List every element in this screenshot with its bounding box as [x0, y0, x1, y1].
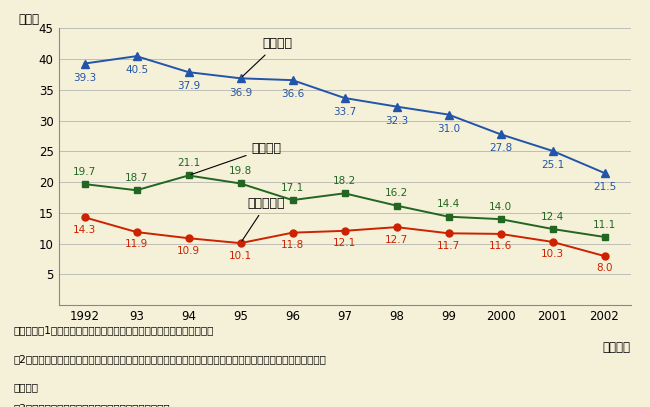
Text: 18.7: 18.7 [125, 173, 148, 183]
Text: 11.1: 11.1 [593, 220, 616, 230]
Text: 40.5: 40.5 [125, 66, 148, 75]
Text: 25.1: 25.1 [541, 160, 564, 170]
Text: 14.3: 14.3 [73, 225, 96, 235]
Text: 11.8: 11.8 [281, 240, 304, 250]
Text: 14.4: 14.4 [437, 199, 460, 209]
Text: 12.7: 12.7 [385, 234, 408, 245]
Text: 12.4: 12.4 [541, 212, 564, 221]
Text: 10.1: 10.1 [229, 251, 252, 260]
Text: （備考）、1．住宅金融公庫「公庫融資利用者調査報告」により作成。: （備考）、1．住宅金融公庫「公庫融資利用者調査報告」により作成。 [13, 326, 213, 336]
Text: 37.9: 37.9 [177, 81, 200, 92]
Text: 33.7: 33.7 [333, 107, 356, 117]
Text: 10.3: 10.3 [541, 249, 564, 259]
Text: 36.9: 36.9 [229, 88, 252, 98]
Text: 21.5: 21.5 [593, 182, 616, 192]
Text: 11.7: 11.7 [437, 241, 460, 251]
Text: 17.1: 17.1 [281, 183, 304, 193]
Text: 10.9: 10.9 [177, 245, 200, 256]
Text: 18.2: 18.2 [333, 176, 356, 186]
Text: 合。: 合。 [13, 383, 38, 393]
Text: 11.9: 11.9 [125, 239, 148, 249]
Text: マンション: マンション [242, 197, 285, 241]
Text: 建売住宅: 建売住宅 [191, 142, 281, 175]
Text: （年度）: （年度） [603, 341, 630, 354]
Text: 16.2: 16.2 [385, 188, 408, 198]
Text: 12.1: 12.1 [333, 238, 356, 248]
Text: 19.8: 19.8 [229, 166, 252, 176]
Text: 8.0: 8.0 [596, 263, 613, 274]
Text: 3．注文住宅とは、「マイホーム新築融資」利用者。: 3．注文住宅とは、「マイホーム新築融資」利用者。 [13, 403, 170, 407]
Text: 11.6: 11.6 [489, 241, 512, 251]
Text: 36.6: 36.6 [281, 90, 304, 99]
Text: 32.3: 32.3 [385, 116, 408, 126]
Text: 21.1: 21.1 [177, 158, 200, 168]
Text: 27.8: 27.8 [489, 144, 512, 153]
Text: 14.0: 14.0 [489, 202, 512, 212]
Text: 19.7: 19.7 [73, 167, 96, 177]
Text: （％）: （％） [18, 13, 40, 26]
Text: 39.3: 39.3 [73, 73, 96, 83]
Text: 31.0: 31.0 [437, 124, 460, 134]
Text: 注文住宅: 注文住宅 [242, 37, 292, 77]
Text: 2．公庫融資利用者のうち、二次取得者（従前も持ち家であって、買い換え及び建て替えによる取得者）の割: 2．公庫融資利用者のうち、二次取得者（従前も持ち家であって、買い換え及び建て替え… [13, 354, 326, 364]
